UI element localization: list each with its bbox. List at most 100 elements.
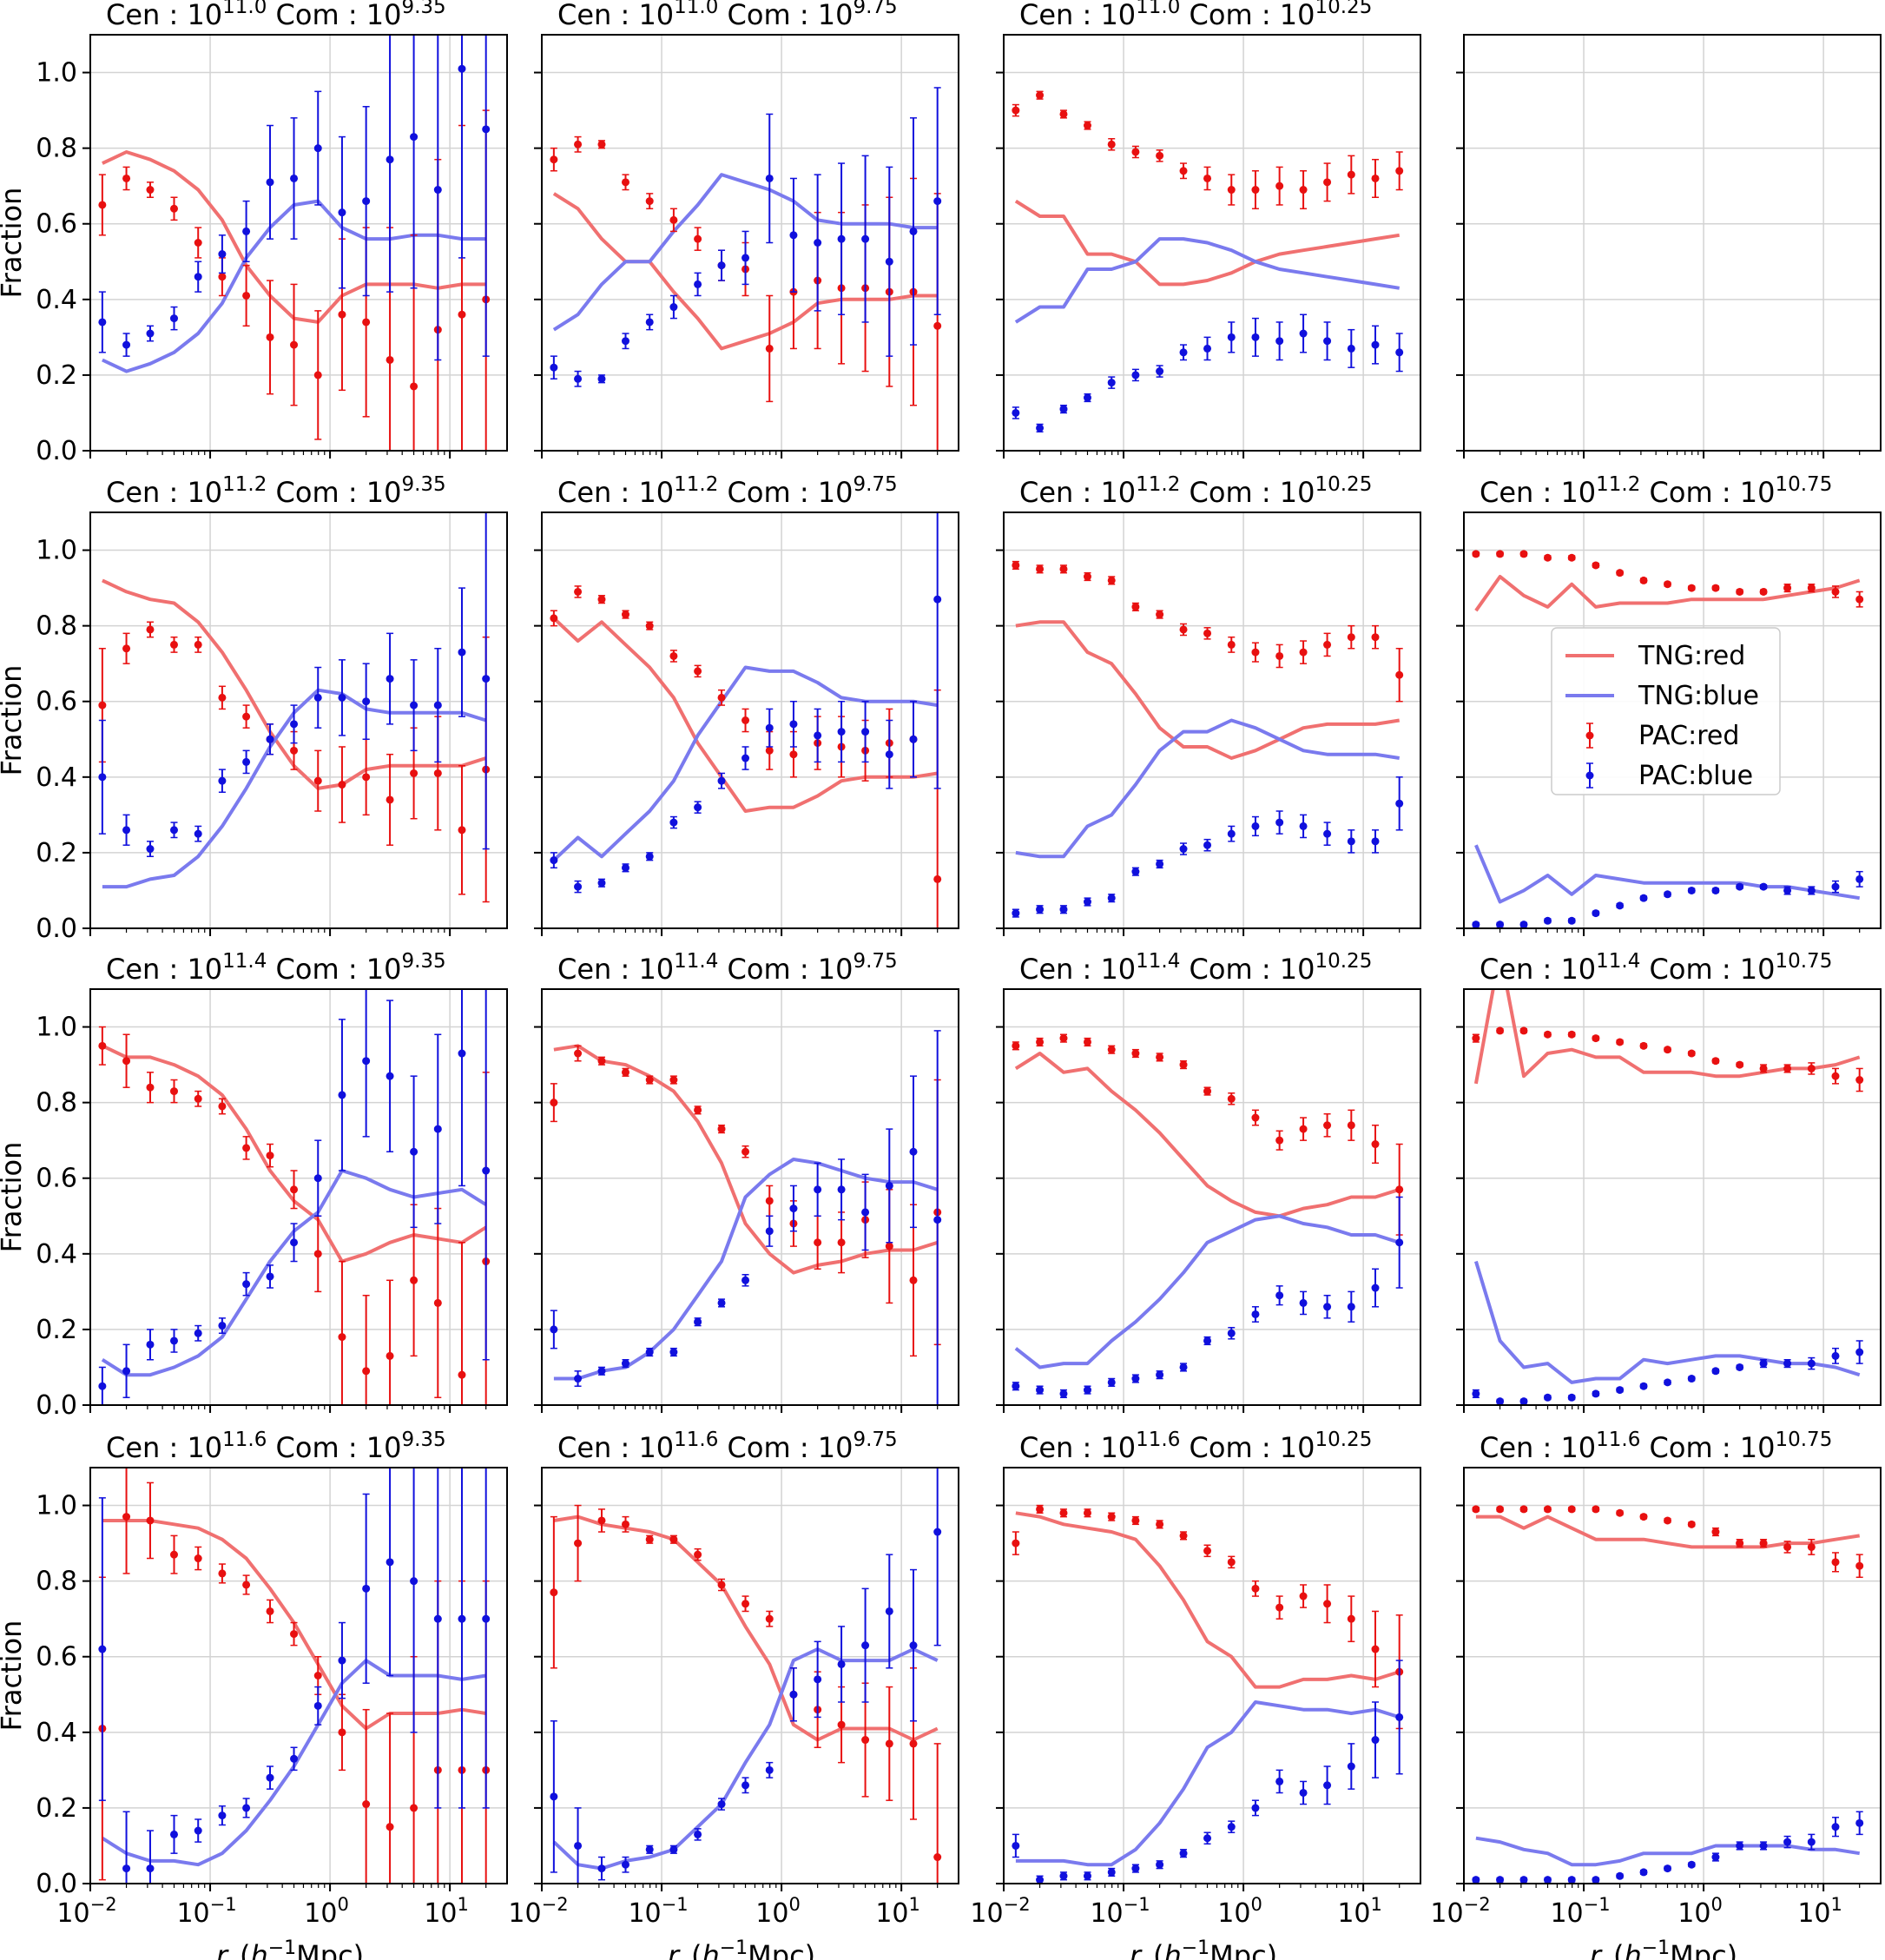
pac-blue-point (933, 1216, 942, 1224)
tng-blue-line (1014, 1214, 1401, 1369)
pac-blue-point (717, 776, 726, 785)
x-axis-label-part: Mpc) (1670, 1939, 1737, 1960)
tng-blue-line (1014, 237, 1401, 324)
x-tick-base: 10 (176, 1898, 209, 1929)
pac-red-point (765, 344, 774, 353)
pac-blue-point (621, 1860, 629, 1869)
x-axis-label: rp(h−1Mpc) (1130, 1937, 1277, 1960)
title-part: 10 (366, 1431, 402, 1464)
pac-blue-point (1855, 1348, 1864, 1356)
pac-red-point (290, 746, 299, 755)
title-exponent: 10.75 (1775, 950, 1832, 973)
pac-red-point (242, 712, 251, 721)
pac-blue-point (266, 1272, 274, 1281)
pac-blue-point (242, 1804, 251, 1812)
pac-red-point (1855, 595, 1864, 604)
pac-red-point (1831, 587, 1840, 596)
x-axis-label-part: −1 (1642, 1937, 1670, 1959)
y-tick-label: 0.8 (36, 134, 77, 164)
pac-blue-point (218, 1812, 227, 1820)
pac-red-point (1179, 1531, 1188, 1540)
title-part: 10 (1560, 953, 1596, 986)
pac-blue-point (1036, 1386, 1045, 1395)
pac-red-point (266, 1607, 274, 1615)
pac-red-point (1639, 1513, 1648, 1521)
pac-blue-point (1131, 1864, 1140, 1873)
pac-blue-point (1371, 340, 1380, 349)
pac-red-point (1107, 576, 1116, 584)
tng-blue-line (552, 173, 938, 332)
x-tick-label: 10−2 (56, 1894, 116, 1929)
pac-red-point (1323, 1600, 1332, 1608)
pac-red-point (1519, 1505, 1528, 1514)
pac-blue-point (765, 174, 774, 182)
x-axis-label-part: p (1141, 1956, 1153, 1960)
legend-item: PAC:red (1585, 721, 1739, 751)
x-axis-label-part: Mpc) (296, 1939, 364, 1960)
panel-data (1012, 1504, 1404, 1884)
panel-data (550, 1030, 942, 1405)
pac-red-point (1036, 1038, 1045, 1046)
tng-blue-line (552, 1647, 939, 1871)
pac-blue-point (550, 363, 558, 372)
title-part: Cen : (1480, 1431, 1560, 1464)
y-tick-label: 0.2 (36, 360, 77, 391)
x-tick-label: 101 (1797, 1894, 1842, 1929)
pac-blue-point (458, 1049, 466, 1058)
pac-red-point (717, 1581, 726, 1589)
pac-red-point (362, 1800, 371, 1809)
y-tick-label: 0.0 (36, 1390, 77, 1421)
pac-blue-point (1347, 1762, 1355, 1771)
pac-red-point (1807, 584, 1816, 592)
pac-red-point (1664, 580, 1672, 589)
pac-blue-point (1179, 1849, 1188, 1858)
pac-blue-point (574, 1375, 583, 1383)
pac-blue-point (386, 675, 394, 683)
pac-blue-point (1736, 1841, 1744, 1850)
tng-red-line (1014, 199, 1401, 287)
pac-red-point (1592, 1034, 1600, 1043)
title-exponent: 11.6 (1136, 1429, 1180, 1451)
pac-blue-point (313, 1174, 322, 1183)
pac-blue-point (1592, 1876, 1600, 1884)
pac-red-point (1347, 1614, 1355, 1623)
title-part: Com : (1180, 953, 1279, 986)
title-exponent: 11.4 (1136, 950, 1180, 973)
pac-blue-point (433, 701, 442, 709)
pac-red-point (645, 1076, 654, 1085)
y-tick-label: 0.6 (36, 209, 77, 240)
pac-blue-point (1179, 845, 1188, 854)
pac-blue-point (1275, 818, 1284, 827)
y-tick-label: 1.0 (36, 536, 77, 566)
x-tick-label: 101 (875, 1894, 920, 1929)
panel-r2-c2: Cen : 1011.2 Com : 109.75 (534, 473, 959, 936)
pac-blue-point (1083, 898, 1091, 907)
title-part: 10 (1280, 0, 1315, 31)
pac-blue-point (1203, 841, 1212, 849)
pac-blue-point (1036, 905, 1045, 914)
pac-red-point (146, 186, 155, 195)
pac-blue-point (933, 595, 942, 604)
pac-blue-point (597, 1367, 606, 1376)
pac-blue-point (621, 1359, 629, 1368)
panel-data (1012, 1033, 1404, 1399)
pac-blue-point (814, 1675, 822, 1684)
x-tick-base: 10 (56, 1898, 89, 1929)
pac-blue-point (386, 155, 394, 164)
plot-frame (1463, 511, 1882, 929)
pac-blue-point (1592, 909, 1600, 918)
pac-blue-point (1251, 822, 1260, 830)
pac-red-point (1203, 1547, 1212, 1555)
pac-blue-point (1203, 1834, 1212, 1843)
pac-red-point (1227, 186, 1236, 195)
plot-background (1004, 512, 1420, 928)
pac-red-point (1543, 1030, 1552, 1039)
pac-blue-point (645, 1348, 654, 1356)
x-axis-label-part: h (702, 1939, 719, 1960)
pac-red-point (338, 1333, 346, 1342)
pac-red-point (410, 1804, 419, 1812)
pac-blue-point (194, 1826, 202, 1835)
pac-blue-point (550, 1792, 558, 1801)
pac-red-point (1616, 569, 1625, 577)
pac-red-point (242, 291, 251, 300)
